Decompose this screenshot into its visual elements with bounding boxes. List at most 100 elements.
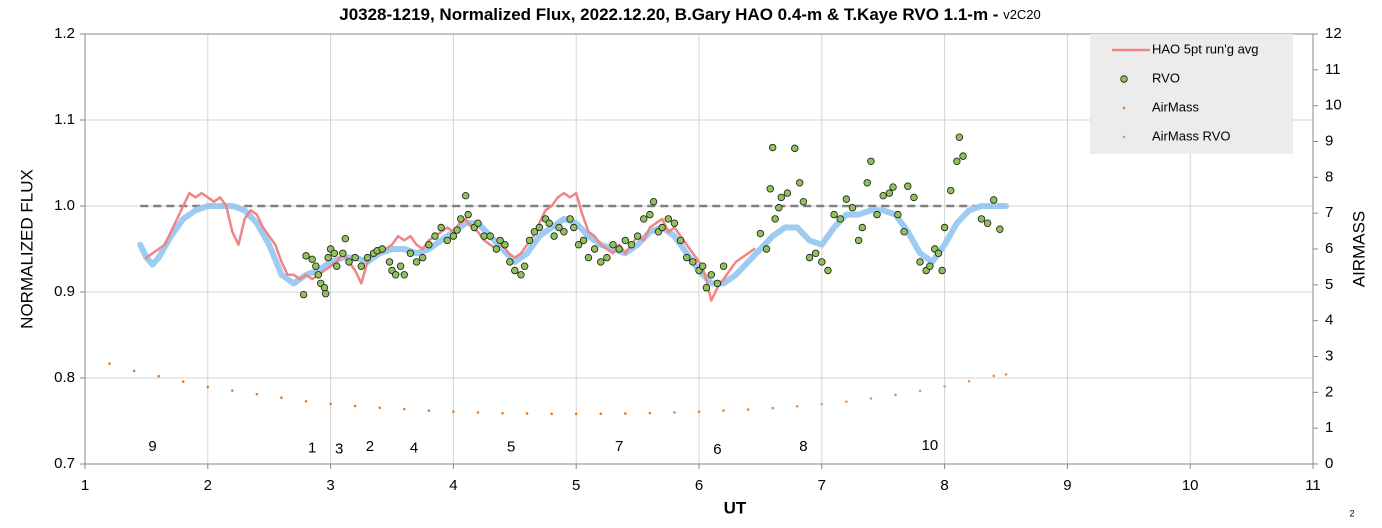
data-point (584, 253, 593, 262)
legend-label: AirMass (1152, 99, 1199, 114)
x-tick-label: 4 (449, 477, 457, 494)
data-point (496, 236, 504, 245)
data-point (756, 229, 765, 238)
data-point (824, 266, 832, 275)
airmass-point (869, 397, 873, 400)
x-tick-label: 10 (1182, 477, 1199, 494)
chart-title: J0328-1219, Normalized Flux, 2022.12.20,… (339, 5, 1041, 24)
data-point (916, 258, 924, 266)
data-point (464, 210, 472, 219)
x-axis-label: UT (724, 498, 747, 517)
x-tick-label: 11 (1305, 477, 1321, 494)
data-point (658, 223, 666, 232)
legend-swatch (1120, 75, 1128, 83)
airmass-point (599, 412, 603, 416)
data-point (858, 223, 867, 232)
data-point (777, 193, 785, 202)
airmass-point (353, 404, 357, 408)
y-tick-label: 0.9 (54, 283, 75, 300)
airmass-point (378, 406, 382, 410)
data-point (560, 228, 568, 236)
data-point (357, 262, 365, 270)
data-point (649, 197, 658, 206)
data-point (664, 215, 672, 223)
data-point (425, 240, 433, 249)
data-point (771, 215, 779, 223)
annotation: 10 (922, 437, 939, 454)
x-tick-label: 6 (695, 477, 703, 494)
data-point (791, 144, 799, 153)
data-point (545, 219, 553, 227)
data-point (339, 249, 347, 257)
annotation: 7 (615, 438, 623, 455)
data-point (799, 197, 808, 206)
data-point (885, 189, 894, 197)
series-line (137, 203, 1009, 287)
y2-tick-label: 7 (1325, 204, 1333, 221)
airmass-point (894, 393, 897, 397)
airmass-point (722, 409, 725, 412)
annotation: 2 (366, 438, 374, 455)
y2-tick-label: 12 (1325, 25, 1342, 42)
airmass-point (304, 399, 308, 403)
data-point (351, 253, 359, 262)
data-point (597, 258, 605, 266)
data-point (689, 258, 697, 266)
airmass-point (501, 411, 504, 415)
airmass-point (795, 405, 799, 408)
y2-tick-label: 1 (1325, 419, 1333, 436)
airmass-point (624, 412, 627, 415)
data-point (590, 245, 599, 253)
y2-tick-label: 9 (1325, 132, 1333, 149)
airmass-point (427, 409, 431, 412)
annotation: 4 (410, 439, 418, 456)
x-tick-label: 3 (326, 477, 334, 494)
legend-label: RVO (1152, 70, 1180, 85)
data-point (520, 262, 529, 270)
data-point (314, 271, 323, 279)
data-point (443, 236, 451, 245)
data-point (762, 245, 771, 253)
x-tick-label: 5 (572, 477, 580, 494)
airmass-point (231, 389, 234, 392)
y2-tick-label: 11 (1325, 61, 1341, 78)
data-point (836, 215, 844, 223)
airmass-point (255, 392, 259, 396)
data-point (953, 157, 961, 165)
data-point (854, 236, 863, 245)
x-tick-label: 8 (940, 477, 948, 494)
data-point (621, 236, 630, 245)
data-point (449, 232, 458, 240)
data-point (406, 249, 415, 257)
data-point (437, 223, 445, 232)
data-point (934, 249, 943, 257)
airmass-point (845, 400, 848, 403)
legend-box (1090, 34, 1293, 154)
data-point (341, 234, 350, 243)
data-point (609, 240, 617, 249)
data-point (879, 191, 887, 200)
data-point (766, 185, 774, 193)
data-point (959, 152, 967, 160)
data-point (938, 266, 946, 275)
annotation: 8 (799, 438, 807, 455)
data-point (312, 262, 320, 270)
data-point (977, 215, 986, 223)
airmass-point (967, 379, 971, 383)
data-point (480, 232, 488, 240)
annotation: 6 (713, 441, 721, 458)
airmass-point (280, 396, 283, 400)
data-point (363, 253, 372, 262)
data-point (603, 253, 611, 262)
airmass-point (132, 369, 136, 373)
y2-axis-label: AIRMASS (1349, 211, 1368, 288)
plot-border (84, 33, 1314, 465)
data-point (486, 232, 494, 240)
airmass-point (1004, 373, 1008, 376)
data-point (453, 226, 461, 234)
data-point (842, 195, 851, 203)
data-point (848, 204, 857, 212)
y2-tick-label: 4 (1325, 312, 1333, 329)
